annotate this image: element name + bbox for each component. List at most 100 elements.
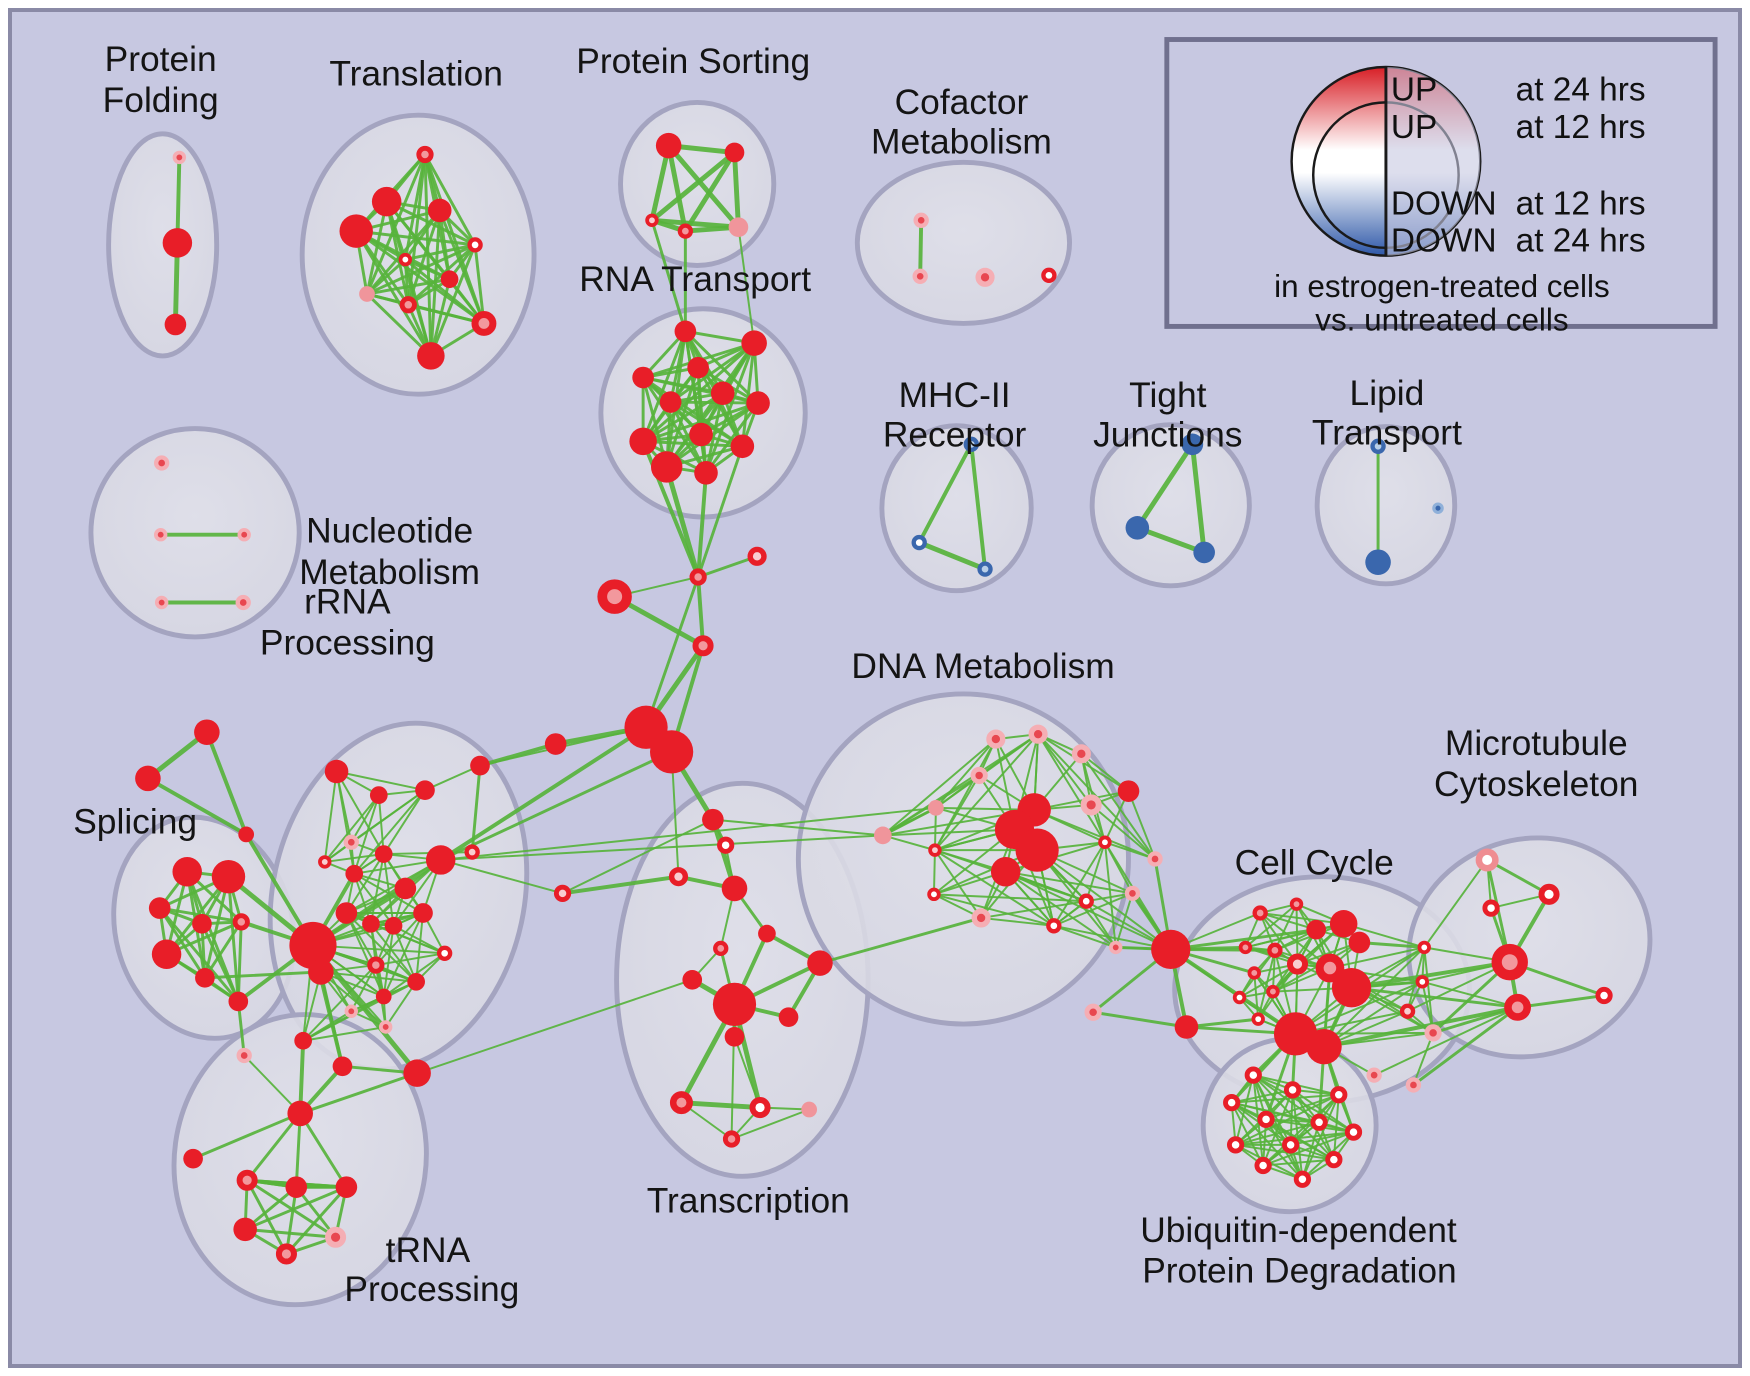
- node-c18: [1399, 1003, 1416, 1019]
- edge-d2-d8: [1037, 733, 1093, 806]
- node-bp: [597, 579, 632, 614]
- node-d18: [1147, 851, 1163, 867]
- node-d25: [1078, 893, 1094, 909]
- edge-d28-c3: [1169, 928, 1318, 951]
- node-tl4: [339, 214, 373, 248]
- node-d1: [986, 729, 1006, 749]
- edge-u6-u8: [1234, 1121, 1321, 1146]
- edge-t4-t5: [243, 1227, 338, 1239]
- node-lt3: [1432, 502, 1444, 514]
- node-m1: [1475, 848, 1499, 872]
- edge-tl4-tl11: [354, 229, 433, 358]
- node-tj2: [1125, 516, 1150, 540]
- node-w2: [470, 755, 490, 776]
- node-u12: [1293, 1170, 1312, 1188]
- edge-rt7-rt9: [641, 401, 760, 443]
- label-protein-sorting: Protein Sorting: [576, 42, 810, 81]
- node-tx11: [778, 1007, 799, 1027]
- node-c2: [1289, 897, 1304, 911]
- node-u1: [1244, 1066, 1262, 1084]
- node-tl3: [427, 198, 452, 223]
- node-r10: [335, 902, 358, 924]
- edge-tl5-tl8: [365, 243, 477, 296]
- edge-d10-d6: [881, 806, 938, 837]
- edge-d25-d9: [1085, 841, 1106, 903]
- node-u10: [1325, 1151, 1343, 1169]
- node-r1: [324, 759, 349, 784]
- edge-u2-u4: [1230, 1088, 1294, 1104]
- edge-c14-c7: [1257, 949, 1276, 1021]
- node-rt5: [710, 381, 735, 406]
- edge-r18-r20: [302, 1010, 353, 1042]
- node-u6: [1310, 1113, 1328, 1131]
- edge-d2-d11: [933, 733, 1040, 852]
- edge-tx12-tx14: [733, 1035, 762, 1109]
- node-r2: [369, 786, 388, 804]
- label-cofactor-1: Cofactor: [895, 83, 1029, 122]
- node-tx1: [702, 808, 724, 831]
- node-iso1: [747, 546, 767, 566]
- edge-rt4-rt12: [641, 376, 708, 475]
- node-u5: [1257, 1110, 1275, 1128]
- edge-rt12-ch1: [696, 470, 708, 579]
- edge-m7-m8: [1516, 994, 1606, 1009]
- node-rt6: [659, 391, 682, 413]
- legend-time-2: at 12 hrs: [1516, 185, 1646, 222]
- edge-r13-r17: [382, 912, 425, 998]
- node-tx7: [713, 940, 729, 957]
- edge-r13-r15: [374, 912, 425, 967]
- edge-d17-d9: [1103, 841, 1117, 949]
- edge-tl4-tl5: [354, 229, 477, 247]
- edge-d29-d27: [1091, 1010, 1188, 1029]
- edge-tl7-tl8: [365, 277, 452, 296]
- edge-d13-d11: [932, 849, 936, 896]
- node-t3: [335, 1176, 358, 1198]
- label-microtubule-2: Cytoskeleton: [1434, 765, 1638, 804]
- node-m3: [1482, 899, 1500, 917]
- edge-r1-r7: [335, 770, 356, 875]
- label-rrna-2: Processing: [260, 624, 435, 663]
- edge-rt9-rt10: [641, 439, 744, 448]
- node-c9: [1286, 953, 1309, 975]
- node-nm4: [154, 595, 169, 610]
- node-x3: [403, 1059, 431, 1087]
- edge-d14-d25: [980, 900, 1088, 919]
- edge-ch1-H1: [644, 575, 700, 729]
- edge-u10-u11: [1262, 1158, 1335, 1167]
- node-u4: [1223, 1094, 1241, 1112]
- edge-rt1-rt9: [641, 329, 687, 443]
- edge-u3-u12: [1301, 1093, 1340, 1181]
- node-tl8: [359, 286, 375, 302]
- node-c12: [1266, 984, 1280, 999]
- node-tl6: [398, 252, 413, 267]
- edge-r14-r15: [374, 952, 446, 967]
- edge-r11-r16: [369, 922, 418, 983]
- node-st1: [194, 719, 220, 745]
- legend-time-3: at 24 hrs: [1516, 223, 1646, 260]
- edge-tl5-tl6: [403, 243, 477, 262]
- edge-d8-d18: [1090, 803, 1157, 860]
- node-d17: [1109, 940, 1123, 955]
- edge-r9-H1: [438, 725, 649, 862]
- edge-r9-H2: [439, 750, 674, 862]
- legend-time-0: at 24 hrs: [1516, 71, 1646, 108]
- edge-c19-m7: [1431, 1005, 1520, 1035]
- node-s1: [172, 857, 202, 887]
- node-d7c: [1015, 828, 1059, 872]
- edge-r1-r6: [335, 770, 385, 856]
- node-rt3: [687, 356, 709, 379]
- node-m2: [1538, 883, 1560, 905]
- node-nm2: [153, 528, 168, 542]
- edge-d15-d16: [1052, 892, 1134, 927]
- node-mh2: [911, 534, 927, 551]
- edge-r13-r16: [415, 912, 425, 983]
- edge-rt10-ch1: [696, 444, 744, 579]
- node-d16: [1124, 885, 1141, 902]
- node-s4: [192, 913, 212, 934]
- label-tight-2: Junctions: [1093, 415, 1242, 454]
- label-tight-1: Tight: [1129, 376, 1206, 415]
- node-r5: [318, 855, 332, 869]
- edge-d1-d10: [881, 738, 997, 837]
- node-U2: [1306, 1028, 1342, 1065]
- edge-d15-d17: [1052, 924, 1117, 949]
